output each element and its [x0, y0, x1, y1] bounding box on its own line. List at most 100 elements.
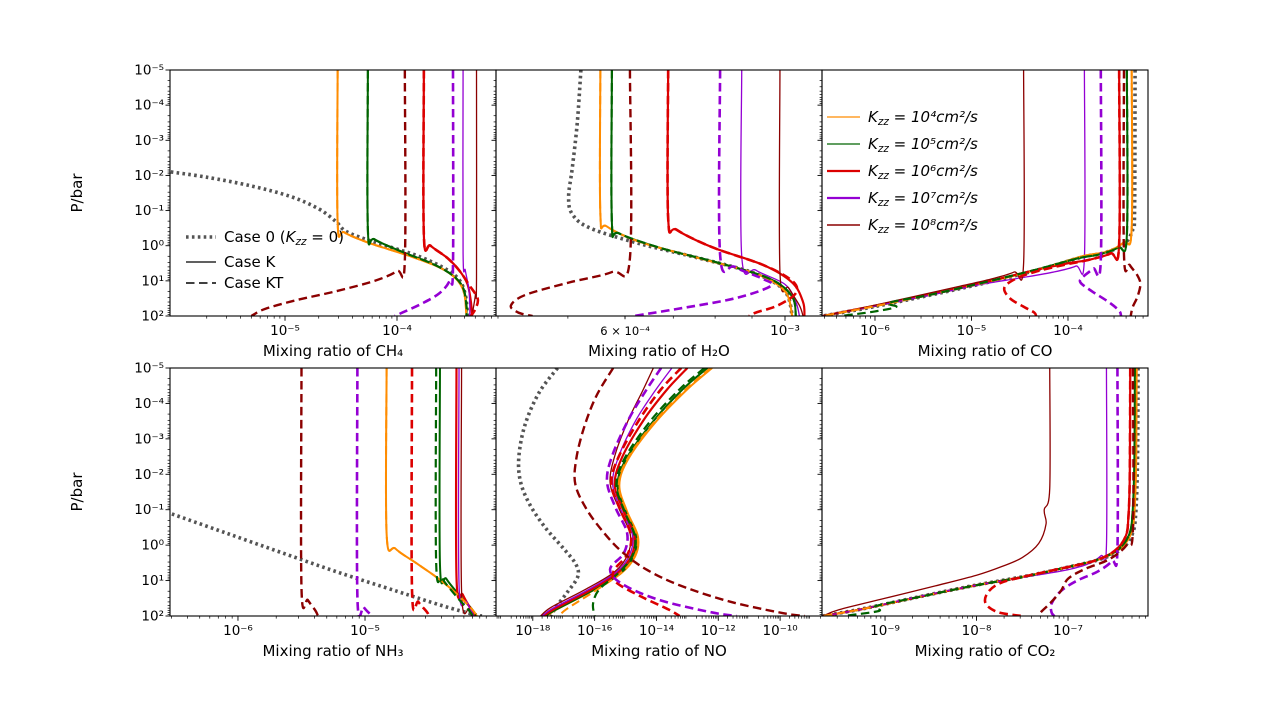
series-no-caseK-kzz1e5 — [544, 368, 709, 616]
series-co2-caseKT-kzz1e7 — [1049, 368, 1120, 616]
kzz-legend: Kzz = 10⁴cm²/s Kzz = 10⁵cm²/s Kzz = 10⁶cm²… — [827, 108, 978, 236]
y-tick-label: 10⁻¹ — [134, 203, 164, 219]
series-ch4-caseKT-kzz1e6 — [422, 70, 480, 316]
series-nh3-caseKT-kzz1e5 — [434, 368, 474, 616]
series-group-co — [822, 70, 1142, 316]
series-group-co2 — [822, 368, 1140, 616]
y-tick-label: 10⁻² — [134, 467, 164, 483]
series-group-no — [516, 368, 805, 616]
series-co2-caseKT-kzz1e6 — [983, 368, 1132, 616]
series-nh3-caseKT-kzz1e6 — [410, 368, 430, 616]
legend-label: Kzz = 10⁴cm²/s — [868, 108, 978, 128]
series-no-caseK-kzz1e7 — [541, 368, 673, 616]
series-no-caseKT-kzz1e7 — [605, 368, 738, 616]
series-co-caseKT-kzz1e7 — [1078, 70, 1123, 316]
x-tick-label: 10⁻⁶ — [223, 623, 253, 639]
panel-nh3: 10⁻⁶ 10⁻⁵ Mixing ratio of NH₃ — [165, 367, 497, 660]
x-tick-labels-co2: 10⁻⁹ 10⁻⁸ 10⁻⁷ — [870, 623, 1083, 639]
y-tick-label: 10² — [141, 309, 164, 325]
panel-border-co2 — [821, 367, 1149, 617]
legend-label: Case K — [224, 253, 276, 271]
series-co-caseKT-kzz1e5 — [841, 70, 1129, 316]
series-no-caseKT-kzz1e4 — [558, 368, 712, 616]
series-h2o-caseKT-kzz1e5 — [610, 70, 797, 316]
x-tick-label: 10⁻¹⁰ — [763, 623, 798, 639]
x-axis-title-ch4: Mixing ratio of CH₄ — [263, 342, 403, 360]
y-tick-label: 10⁻⁴ — [134, 396, 164, 412]
y-tick-label: 10¹ — [141, 273, 164, 289]
x-axis-title-h2o: Mixing ratio of H₂O — [588, 342, 730, 360]
x-axis-title-co: Mixing ratio of CO — [918, 342, 1053, 360]
y-tick-label: 10⁻⁴ — [134, 98, 164, 114]
series-ch4-caseK-kzz1e7 — [462, 70, 471, 316]
x-tick-labels-h2o: 6 × 10⁻⁴ 10⁻³ — [600, 323, 800, 339]
x-tick-label: 10⁻¹⁴ — [639, 623, 674, 639]
series-co-caseKT-kzz1e6 — [1002, 70, 1122, 316]
panel-h2o: 6 × 10⁻⁴ 10⁻³ Mixing ratio of H₂O — [491, 69, 823, 360]
x-axis-title-co2: Mixing ratio of CO₂ — [915, 642, 1056, 660]
x-tick-label: 6 × 10⁻⁴ — [600, 324, 650, 338]
case-legend-item-2: Case K — [186, 253, 276, 271]
x-tick-labels-nh3: 10⁻⁶ 10⁻⁵ — [223, 623, 380, 639]
y-tick-label: 10² — [141, 609, 164, 625]
series-h2o-caseK-kzz1e7 — [740, 70, 801, 316]
series-ch4-caseKT-kzz1e4 — [336, 70, 468, 316]
legend-label: Kzz = 10⁵cm²/s — [868, 135, 978, 155]
kzz-legend-item-1e8: Kzz = 10⁸cm²/s — [827, 216, 978, 236]
series-no-caseKT-kzz1e8 — [573, 368, 805, 616]
series-ch4-caseKT-kzz1e5 — [366, 70, 468, 316]
y-axis-row2: 10⁻⁵ 10⁻⁴ 10⁻³ 10⁻² 10⁻¹ 10⁰ 10¹ 10² P/bar — [68, 361, 164, 625]
series-h2o-caseKT-kzz1e6 — [666, 70, 799, 316]
x-tick-label: 10⁻⁵ — [350, 623, 380, 639]
legend-label: Kzz = 10⁷cm²/s — [868, 189, 978, 209]
kzz-legend-item-1e4: Kzz = 10⁴cm²/s — [827, 108, 978, 128]
series-group-h2o — [509, 70, 806, 316]
x-axis-title-no: Mixing ratio of NO — [591, 642, 727, 660]
x-tick-label: 10⁻⁷ — [1053, 623, 1083, 639]
x-tick-label: 10⁻¹² — [701, 623, 736, 639]
series-group-ch4 — [170, 70, 480, 316]
x-tick-label: 10⁻⁶ — [860, 323, 890, 339]
x-tick-label: 10⁻¹⁶ — [577, 623, 612, 639]
legend-label: Kzz = 10⁶cm²/s — [868, 162, 978, 182]
legend-label: Case KT — [224, 274, 284, 292]
series-h2o-caseKT-kzz1e7 — [633, 70, 774, 316]
y-tick-label: 10⁻⁵ — [134, 63, 164, 79]
kzz-legend-item-1e5: Kzz = 10⁵cm²/s — [827, 135, 978, 155]
x-tick-label: 10⁻³ — [770, 323, 800, 339]
x-tick-label: 10⁻⁵ — [270, 323, 300, 339]
x-tick-label: 10⁻⁹ — [870, 623, 900, 639]
series-ch4-case0 — [170, 170, 470, 316]
kzz-legend-item-1e7: Kzz = 10⁷cm²/s — [827, 189, 978, 209]
series-co2-caseK-kzz1e8 — [822, 368, 1051, 616]
legend-label: Kzz = 10⁸cm²/s — [868, 216, 978, 236]
series-ch4-caseKT-kzz1e7 — [394, 70, 455, 316]
x-tick-label: 10⁻⁸ — [962, 623, 992, 639]
x-tick-labels-co: 10⁻⁶ 10⁻⁵ 10⁻⁴ — [860, 323, 1083, 339]
case-legend-item-3: Case KT — [186, 274, 284, 292]
legend-label: Case 0 (Kzz = 0) — [224, 228, 344, 248]
y-tick-label: 10⁰ — [141, 538, 164, 554]
y-tick-label: 10¹ — [141, 573, 164, 589]
y-tick-label: 10⁻³ — [134, 133, 164, 149]
x-tick-labels-ch4: 10⁻⁵ 10⁻⁴ — [270, 323, 412, 339]
x-tick-labels-no: 10⁻¹⁸ 10⁻¹⁶ 10⁻¹⁴ 10⁻¹² 10⁻¹⁰ — [515, 623, 797, 639]
y-tick-label: 10⁻³ — [134, 431, 164, 447]
panel-co: 10⁻⁶ 10⁻⁵ 10⁻⁴ Mixing ratio of CO — [817, 69, 1149, 360]
panel-ch4: 10⁻⁵ 10⁻⁴ Mixing ratio of CH₄ — [165, 69, 497, 360]
y-tick-label: 10⁻¹ — [134, 502, 164, 518]
case-legend: Case 0 (Kzz = 0) Case K Case KT — [186, 228, 344, 292]
panel-border-co — [821, 69, 1149, 317]
y-axis-row1: 10⁻⁵ 10⁻⁴ 10⁻³ 10⁻² 10⁻¹ 10⁰ 10¹ 10² P/bar — [68, 63, 164, 325]
series-co2-caseKT-kzz1e8 — [1037, 368, 1135, 616]
series-nh3-caseKT-kzz1e7 — [355, 368, 373, 616]
series-ch4-caseK-kzz1e8 — [471, 70, 478, 316]
y-tick-label: 10⁻⁵ — [134, 361, 164, 377]
panel-co2: 10⁻⁹ 10⁻⁸ 10⁻⁷ Mixing ratio of CO₂ — [817, 367, 1149, 660]
y-axis-title: P/bar — [68, 472, 86, 512]
x-tick-label: 10⁻⁴ — [382, 323, 412, 339]
series-nh3-caseKT-kzz1e8 — [299, 368, 320, 616]
y-tick-label: 10⁻² — [134, 168, 164, 184]
